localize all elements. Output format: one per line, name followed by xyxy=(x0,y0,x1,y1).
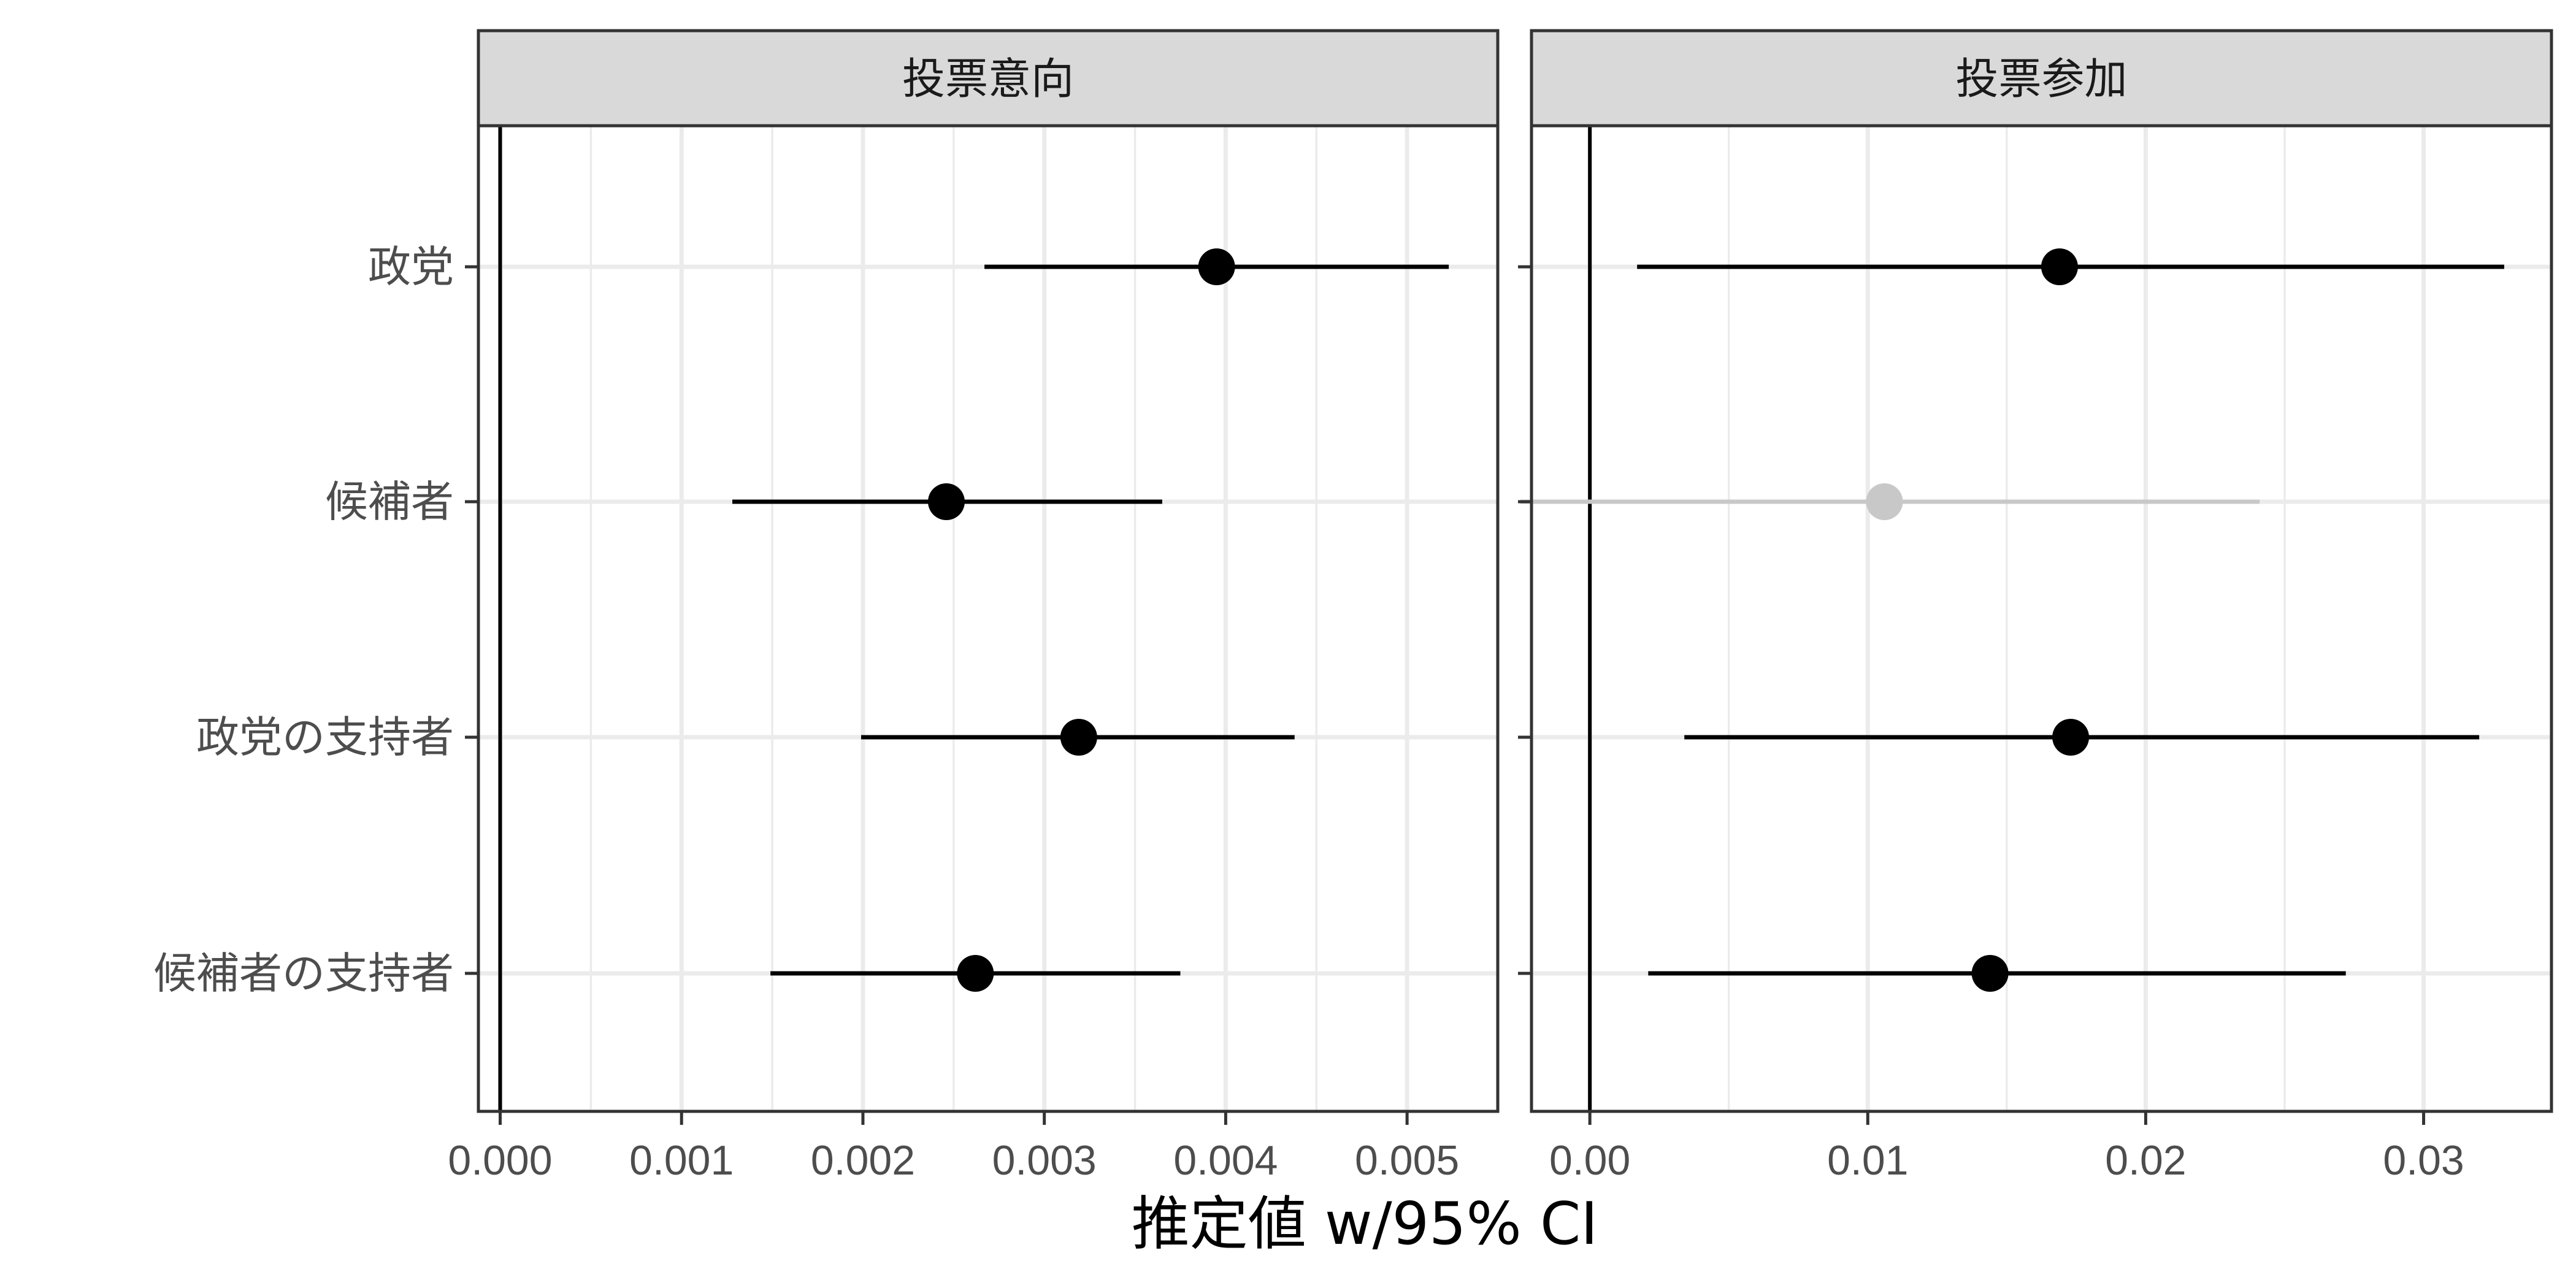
estimate-point xyxy=(1866,483,1903,520)
x-tick-label: 0.005 xyxy=(1355,1137,1459,1184)
estimate-point xyxy=(957,955,994,992)
facet-panels: 投票意向 0.000 0.001 0.002 0.003 0.004 0.005 投票参加 0.… xyxy=(448,29,2553,1184)
estimate-point xyxy=(927,483,965,520)
plot-area xyxy=(1531,126,2551,1111)
facet-title: 投票参加 xyxy=(1956,54,2128,104)
y-category-label: 政党の支持者 xyxy=(196,712,454,762)
y-category-label: 候補者 xyxy=(325,477,454,527)
facet-panel-2: 投票参加 0.00 0.01 0.02 0.03 xyxy=(1518,29,2553,1184)
estimate-point xyxy=(1971,955,2009,992)
x-tick-label: 0.01 xyxy=(1827,1137,1908,1184)
x-tick-label: 0.03 xyxy=(2383,1137,2464,1184)
x-tick-label: 0.003 xyxy=(992,1137,1097,1184)
estimate-point xyxy=(2052,719,2090,756)
y-category-label: 候補者の支持者 xyxy=(153,948,454,999)
x-tick-label: 0.002 xyxy=(811,1137,915,1184)
facet-strip xyxy=(477,29,1500,128)
y-category-label: 政党 xyxy=(368,242,454,292)
x-tick-label: 0.00 xyxy=(1549,1137,1630,1184)
x-tick-label: 0.004 xyxy=(1173,1137,1278,1184)
x-tick-label: 0.02 xyxy=(2105,1137,2186,1184)
facet-title: 投票意向 xyxy=(902,54,1074,104)
estimate-point xyxy=(1198,248,1235,285)
x-tick-label: 0.000 xyxy=(448,1137,552,1184)
facet-panel-1: 投票意向 0.000 0.001 0.002 0.003 0.004 0.005 xyxy=(448,29,1500,1184)
estimate-point xyxy=(2041,248,2078,285)
facet-strip xyxy=(1530,29,2553,128)
panel-border xyxy=(1530,124,2553,1113)
estimate-point xyxy=(1060,719,1097,756)
x-tick-label: 0.001 xyxy=(629,1137,734,1184)
x-axis-title: 推定値 w/95% CI xyxy=(1132,1190,1598,1258)
plot-area xyxy=(478,126,1498,1111)
panel-border xyxy=(477,124,1500,1113)
